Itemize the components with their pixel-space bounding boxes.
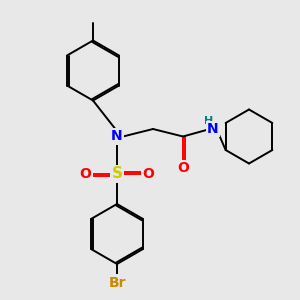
Text: N: N: [207, 122, 219, 136]
Text: N: N: [111, 130, 123, 143]
Text: O: O: [177, 161, 189, 175]
Text: O: O: [80, 167, 92, 181]
Text: Br: Br: [108, 276, 126, 289]
Text: H: H: [205, 116, 214, 126]
Text: S: S: [112, 167, 122, 182]
Text: O: O: [142, 167, 154, 181]
